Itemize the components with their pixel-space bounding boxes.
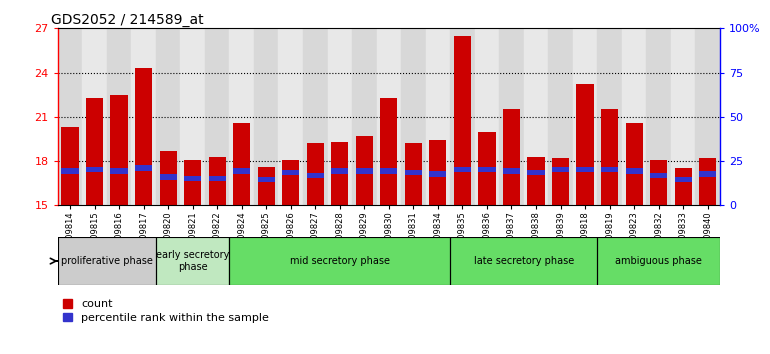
Text: ambiguous phase: ambiguous phase: [615, 256, 702, 266]
Bar: [598, 237, 720, 285]
Bar: [405, 170, 422, 175]
Bar: [356, 136, 373, 205]
Bar: [205, 28, 229, 205]
Bar: [229, 28, 254, 205]
Text: early secretory
phase: early secretory phase: [156, 250, 229, 272]
Bar: [454, 36, 471, 205]
Bar: [62, 127, 79, 205]
Bar: [107, 28, 132, 205]
Bar: [233, 123, 250, 205]
Bar: [306, 173, 324, 178]
Text: mid secretory phase: mid secretory phase: [290, 256, 390, 266]
Bar: [577, 84, 594, 205]
Bar: [622, 28, 646, 205]
Bar: [110, 95, 128, 205]
Bar: [110, 169, 128, 173]
Bar: [184, 176, 201, 181]
Bar: [577, 167, 594, 172]
Bar: [82, 28, 107, 205]
Bar: [135, 68, 152, 205]
Bar: [646, 28, 671, 205]
Text: proliferative phase: proliferative phase: [61, 256, 152, 266]
Bar: [380, 169, 397, 173]
Bar: [695, 28, 720, 205]
Bar: [650, 160, 668, 205]
Bar: [430, 141, 447, 205]
Bar: [699, 158, 716, 205]
Bar: [331, 169, 348, 173]
Bar: [503, 169, 520, 173]
Bar: [503, 109, 520, 205]
Bar: [209, 176, 226, 181]
Bar: [306, 143, 324, 205]
Bar: [524, 28, 548, 205]
Bar: [601, 167, 618, 172]
Bar: [135, 165, 152, 171]
Bar: [598, 28, 622, 205]
Bar: [675, 169, 691, 205]
Bar: [254, 28, 279, 205]
Bar: [625, 123, 643, 205]
Bar: [401, 28, 426, 205]
Bar: [552, 167, 569, 172]
Text: late secretory phase: late secretory phase: [474, 256, 574, 266]
Text: GDS2052 / 214589_at: GDS2052 / 214589_at: [51, 13, 204, 27]
Bar: [499, 28, 524, 205]
Bar: [356, 169, 373, 173]
Bar: [258, 167, 275, 205]
Bar: [675, 177, 691, 182]
Bar: [650, 173, 668, 178]
Bar: [233, 169, 250, 173]
Bar: [62, 169, 79, 173]
Bar: [282, 160, 300, 205]
Bar: [450, 237, 598, 285]
Bar: [426, 28, 450, 205]
Bar: [180, 28, 205, 205]
Bar: [303, 28, 327, 205]
Bar: [258, 177, 275, 182]
Bar: [352, 28, 377, 205]
Bar: [454, 167, 471, 172]
Bar: [671, 28, 695, 205]
Bar: [58, 28, 82, 205]
Bar: [527, 170, 544, 175]
Bar: [279, 28, 303, 205]
Bar: [474, 28, 499, 205]
Bar: [282, 170, 300, 175]
Bar: [327, 28, 352, 205]
Bar: [527, 157, 544, 205]
Bar: [86, 98, 103, 205]
Bar: [209, 157, 226, 205]
Bar: [699, 171, 716, 177]
Bar: [86, 167, 103, 172]
Bar: [159, 151, 176, 205]
Bar: [229, 237, 450, 285]
Bar: [331, 142, 348, 205]
Bar: [159, 175, 176, 179]
Bar: [430, 171, 447, 177]
Bar: [450, 28, 474, 205]
Bar: [156, 28, 180, 205]
Bar: [377, 28, 401, 205]
Bar: [184, 160, 201, 205]
Bar: [548, 28, 573, 205]
Bar: [58, 237, 156, 285]
Bar: [132, 28, 156, 205]
Legend: count, percentile rank within the sample: count, percentile rank within the sample: [63, 299, 269, 323]
Bar: [552, 158, 569, 205]
Bar: [380, 98, 397, 205]
Bar: [601, 109, 618, 205]
Bar: [478, 167, 496, 172]
Bar: [478, 132, 496, 205]
Bar: [156, 237, 229, 285]
Bar: [625, 169, 643, 173]
Bar: [405, 143, 422, 205]
Bar: [573, 28, 598, 205]
